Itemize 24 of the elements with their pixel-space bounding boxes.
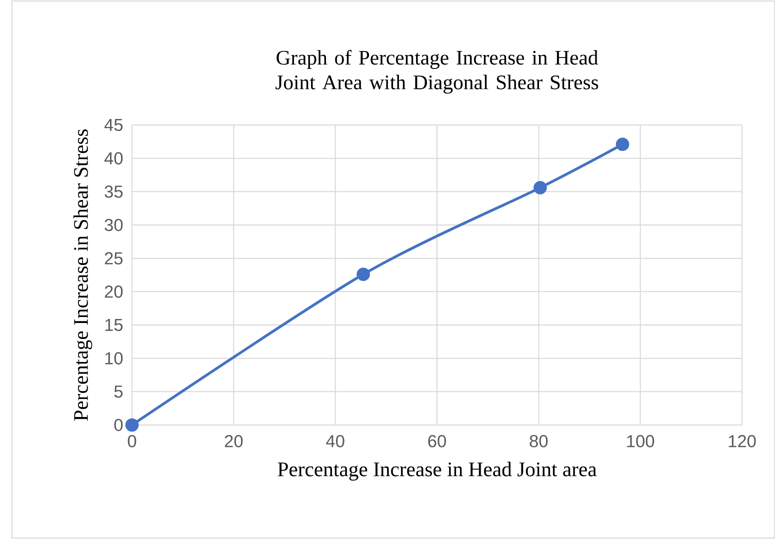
y-axis-title: Percentage Increase in Shear Stress xyxy=(73,129,92,421)
x-tick-label: 60 xyxy=(428,435,446,448)
y-tick-label: 10 xyxy=(105,352,123,364)
x-tick-label: 40 xyxy=(326,435,344,448)
x-axis-title: Percentage Increase in Head Joint area xyxy=(278,462,597,481)
y-tick-label: 20 xyxy=(104,286,123,298)
y-tick-label: 0 xyxy=(114,418,123,432)
x-tick-label: 120 xyxy=(728,435,756,448)
y-tick-label: 45 xyxy=(104,118,123,132)
point xyxy=(356,268,370,281)
y-tick-label: 15 xyxy=(105,318,123,332)
x-tick-label: 0 xyxy=(128,435,136,448)
chart-title: Graph of Percentage Increase in Head Joint Area with Diagonal Shear Stress xyxy=(276,50,598,94)
y-tick-label: 5 xyxy=(114,386,123,398)
x-tick-label: 100 xyxy=(627,435,654,448)
y-tick-label: 25 xyxy=(104,252,123,264)
y-tick-label: 30 xyxy=(104,218,123,232)
point xyxy=(125,418,139,432)
y-tick-label: 40 xyxy=(104,152,123,164)
point xyxy=(616,138,630,151)
point xyxy=(534,180,547,194)
x-tick-label: 20 xyxy=(224,435,243,448)
x-tick-label: 80 xyxy=(530,435,548,448)
y-tick-label: 35 xyxy=(104,186,123,198)
